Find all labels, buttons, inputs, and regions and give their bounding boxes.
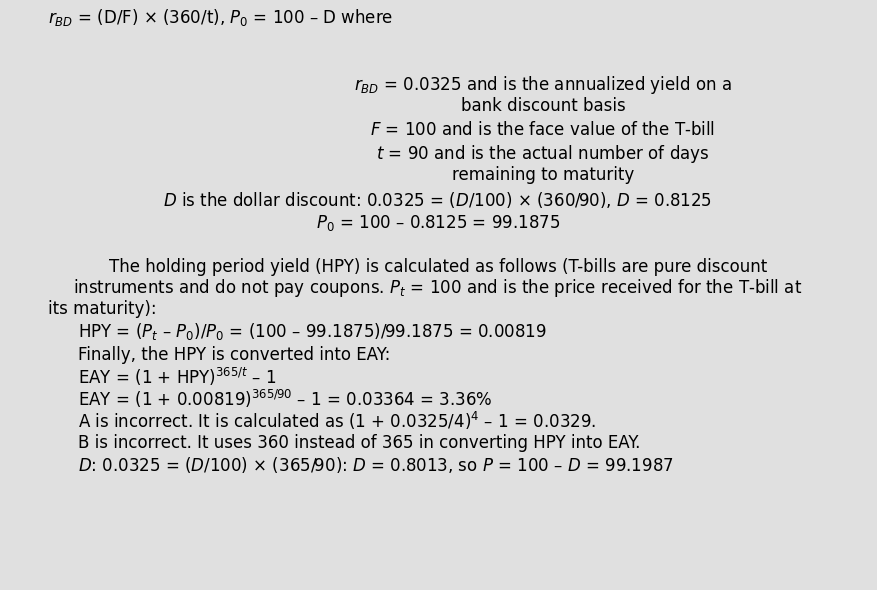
Text: $D$: 0.0325 = ($D$/100) × (365/90): $D$ = 0.8013, so $P$ = 100 – $D$ = 99.1987: $D$: 0.0325 = ($D$/100) × (365/90): $D$ …	[78, 455, 674, 475]
Text: $t$ = 90 and is the actual number of days: $t$ = 90 and is the actual number of day…	[376, 143, 709, 165]
Text: Finally, the HPY is converted into EAY:: Finally, the HPY is converted into EAY:	[78, 346, 390, 364]
Text: bank discount basis: bank discount basis	[460, 97, 625, 115]
Text: $r_{BD}$ = 0.0325 and is the annualized yield on a: $r_{BD}$ = 0.0325 and is the annualized …	[354, 74, 731, 96]
Text: instruments and do not pay coupons. $P_t$ = 100 and is the price received for th: instruments and do not pay coupons. $P_t…	[74, 277, 802, 299]
Text: EAY = (1 + HPY)$^{365/t}$ – 1: EAY = (1 + HPY)$^{365/t}$ – 1	[78, 366, 276, 388]
Text: $D$ is the dollar discount: 0.0325 = ($D$/100) × (360/90), $D$ = 0.8125: $D$ is the dollar discount: 0.0325 = ($D…	[163, 190, 712, 210]
Text: A is incorrect. It is calculated as (1 + 0.0325/4)$^4$ – 1 = 0.0329.: A is incorrect. It is calculated as (1 +…	[78, 410, 596, 432]
Text: remaining to maturity: remaining to maturity	[452, 166, 634, 184]
Text: its maturity):: its maturity):	[48, 300, 157, 318]
Text: $P_0$ = 100 – 0.8125 = 99.1875: $P_0$ = 100 – 0.8125 = 99.1875	[316, 213, 560, 233]
Text: B is incorrect. It uses 360 instead of 365 in converting HPY into EAY.: B is incorrect. It uses 360 instead of 3…	[78, 434, 640, 452]
Text: $F$ = 100 and is the face value of the T-bill: $F$ = 100 and is the face value of the T…	[370, 121, 716, 139]
Text: The holding period yield (HPY) is calculated as follows (T-bills are pure discou: The holding period yield (HPY) is calcul…	[109, 258, 767, 276]
Text: EAY = (1 + 0.00819)$^{365/90}$ – 1 = 0.03364 = 3.36%: EAY = (1 + 0.00819)$^{365/90}$ – 1 = 0.0…	[78, 388, 493, 410]
Text: HPY = ($P_t$ – $P_0$)/$P_0$ = (100 – 99.1875)/99.1875 = 0.00819: HPY = ($P_t$ – $P_0$)/$P_0$ = (100 – 99.…	[78, 322, 547, 343]
Text: $r_{BD}$ = (D/F) × (360/t), $P_0$ = 100 – D where: $r_{BD}$ = (D/F) × (360/t), $P_0$ = 100 …	[48, 8, 393, 28]
